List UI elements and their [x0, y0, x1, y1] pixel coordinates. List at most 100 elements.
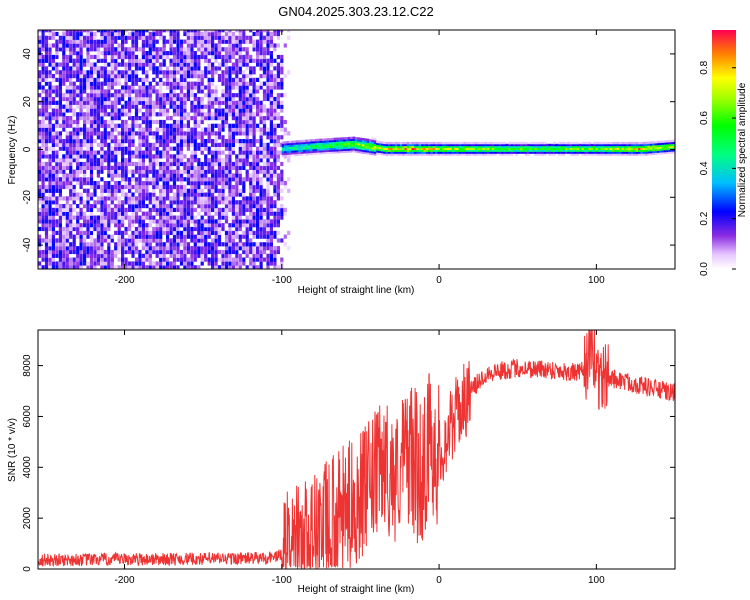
heatmap-noise-cell: [259, 207, 263, 212]
heatmap-signal-cell: [369, 150, 372, 153]
heatmap-signal-cell: [465, 149, 469, 152]
heatmap-noise-cell: [107, 31, 111, 37]
heatmap-signal-cell: [546, 149, 549, 152]
heatmap-noise-cell: [110, 112, 114, 117]
heatmap-noise-cell: [93, 31, 97, 37]
heatmap-noise-cell: [166, 219, 170, 224]
heatmap-noise-cell: [221, 158, 225, 163]
heatmap-signal-cell: [413, 149, 417, 152]
heatmap-noise-cell: [235, 108, 239, 113]
heatmap-noise-cell: [38, 119, 42, 125]
heatmap-noise-cell: [207, 112, 211, 117]
heatmap-noise-cell: [131, 242, 135, 247]
heatmap-signal-cell: [281, 152, 285, 156]
heatmap-noise-cell: [38, 226, 42, 232]
heatmap-noise-cell: [204, 204, 208, 209]
heatmap-noise-cell: [162, 223, 166, 228]
heatmap-noise-cell: [266, 169, 270, 174]
heatmap-noise-cell: [197, 161, 201, 167]
heatmap-noise-cell: [83, 188, 87, 193]
heatmap-noise-cell: [186, 54, 190, 60]
heatmap-noise-cell: [96, 81, 100, 86]
heatmap-noise-cell: [141, 81, 145, 86]
heatmap-signal-cell: [350, 138, 353, 141]
heatmap-signal-cell: [489, 147, 492, 150]
heatmap-noise-cell: [128, 93, 132, 98]
heatmap-signal-cell: [456, 149, 459, 152]
heatmap-noise-cell: [138, 62, 142, 67]
heatmap-noise-cell: [38, 253, 42, 258]
heatmap-noise-cell: [238, 242, 242, 247]
heatmap-noise-cell: [190, 135, 194, 140]
heatmap-noise-cell: [197, 246, 201, 251]
heatmap-noise-cell: [217, 165, 222, 170]
heatmap-noise-cell: [169, 104, 173, 109]
heatmap-noise-cell: [65, 242, 69, 247]
heatmap-noise-cell: [273, 246, 277, 251]
heatmap-signal-cell: [470, 147, 474, 150]
heatmap-noise-cell: [214, 135, 218, 140]
heatmap-noise-cell: [138, 234, 142, 239]
heatmap-noise-cell: [221, 58, 225, 63]
heatmap-noise-cell: [249, 108, 253, 113]
heatmap-noise-cell: [58, 165, 62, 170]
heatmap-noise-cell: [283, 154, 287, 159]
heatmap-noise-cell: [221, 150, 225, 155]
heatmap-noise-cell: [235, 119, 239, 125]
heatmap-signal-cell: [524, 153, 528, 156]
heatmap-signal-cell: [366, 148, 370, 151]
heatmap-noise-cell: [172, 249, 177, 255]
heatmap-noise-cell: [252, 142, 256, 147]
heatmap-noise-cell: [266, 35, 270, 40]
heatmap-noise-cell: [169, 89, 173, 94]
heatmap-noise-cell: [100, 215, 104, 220]
heatmap-signal-cell: [472, 151, 476, 154]
heatmap-signal-cell: [399, 149, 403, 152]
heatmap-noise-cell: [38, 219, 42, 224]
heatmap-noise-cell: [200, 253, 204, 258]
heatmap-noise-cell: [138, 158, 142, 163]
heatmap-noise-cell: [159, 62, 163, 67]
heatmap-noise-cell: [276, 215, 280, 220]
heatmap-noise-cell: [186, 123, 190, 128]
heatmap-signal-cell: [494, 149, 497, 152]
heatmap-noise-cell: [44, 207, 49, 212]
heatmap-noise-cell: [51, 150, 55, 155]
heatmap-noise-cell: [249, 123, 253, 128]
heatmap-noise-cell: [179, 85, 184, 90]
heatmap-noise-cell: [69, 146, 73, 151]
heatmap-noise-cell: [179, 146, 184, 151]
heatmap-signal-cell: [638, 149, 641, 152]
heatmap-signal-cell: [421, 145, 424, 149]
heatmap-noise-cell: [41, 35, 45, 40]
heatmap-signal-cell: [357, 141, 360, 144]
heatmap-noise-cell: [141, 31, 145, 37]
heatmap-signal-cell: [404, 143, 408, 147]
heatmap-noise-cell: [100, 112, 104, 117]
heatmap-signal-cell: [619, 141, 622, 145]
heatmap-noise-cell: [152, 104, 156, 109]
heatmap-noise-cell: [162, 108, 166, 113]
heatmap-noise-cell: [110, 70, 114, 75]
heatmap-noise-cell: [235, 62, 239, 67]
heatmap-noise-cell: [96, 261, 100, 266]
heatmap-noise-cell: [172, 173, 177, 178]
heatmap-noise-cell: [69, 154, 73, 159]
heatmap-signal-cell: [439, 151, 443, 154]
heatmap-noise-cell: [190, 207, 194, 212]
heatmap-noise-cell: [134, 31, 139, 37]
heatmap-signal-cell: [347, 140, 351, 144]
heatmap-noise-cell: [141, 85, 145, 90]
heatmap-noise-cell: [100, 219, 104, 224]
heatmap-signal-cell: [531, 147, 535, 150]
heatmap-noise-cell: [110, 184, 114, 190]
heatmap-signal-cell: [590, 147, 594, 150]
heatmap-noise-cell: [204, 66, 208, 71]
heatmap-noise-cell: [276, 142, 280, 147]
heatmap-noise-cell: [186, 249, 190, 255]
heatmap-signal-cell: [647, 143, 651, 146]
heatmap-signal-cell: [442, 153, 445, 156]
heatmap-noise-cell: [134, 154, 139, 159]
heatmap-signal-cell: [303, 145, 306, 148]
heatmap-noise-cell: [134, 165, 139, 170]
